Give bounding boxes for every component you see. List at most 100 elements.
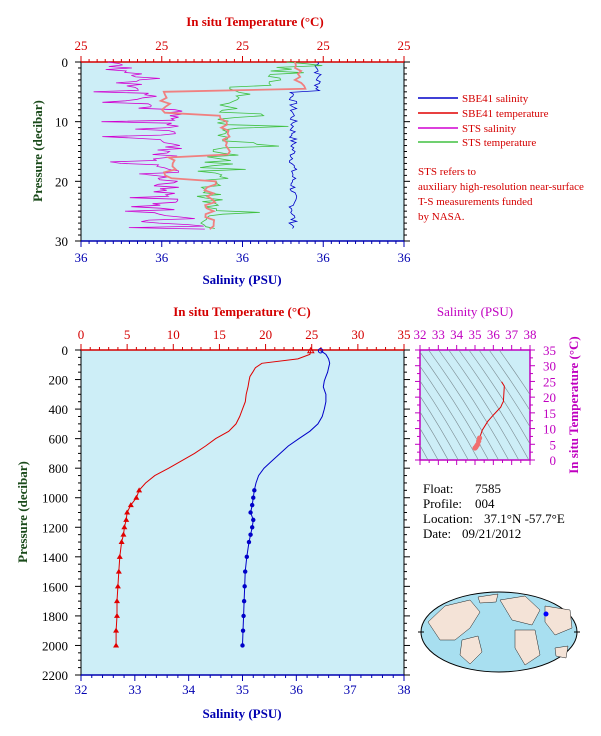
near-surface-series xyxy=(93,61,323,230)
ts-density-contour xyxy=(458,350,530,460)
sts-note-line-4: by NASA. xyxy=(418,211,465,223)
profile-pressure-tick-label: 200 xyxy=(49,373,69,388)
ts-top-axis-title: Salinity (PSU) xyxy=(437,304,513,319)
temperature-surface-point xyxy=(306,346,315,354)
salinity-point xyxy=(251,517,256,523)
profile-value: 004 xyxy=(475,496,495,511)
profile-bottom-axis-title: Salinity (PSU) xyxy=(202,706,281,721)
salinity-point xyxy=(252,488,257,493)
sbe41-temperature-line xyxy=(158,61,307,230)
profile-pressure-tick-label: 1400 xyxy=(42,550,68,565)
ts-density-contour xyxy=(420,411,449,460)
float-label: Float: xyxy=(423,481,453,496)
date-value: 09/21/2012 xyxy=(462,526,521,541)
ts-density-contour xyxy=(478,350,530,428)
salinity-surface-point xyxy=(317,348,324,354)
profile-pressure-tick-label: 2200 xyxy=(42,668,68,683)
profile-pressure-tick-label: 1800 xyxy=(42,609,68,624)
near-surface-y-tick-label: 20 xyxy=(55,174,68,189)
near-surface-y-axis-title: Pressure (decibar) xyxy=(30,100,45,202)
near-surface-top-axis-title: In situ Temperature (°C) xyxy=(186,14,324,29)
ts-temperature-tick-label: 25 xyxy=(543,374,556,389)
location-value: 37.1°N -57.7°E xyxy=(484,511,565,526)
profile-salinity-tick-label: 35 xyxy=(236,682,249,697)
ts-density-contour xyxy=(498,350,530,396)
near-surface-top-tick-label: 25 xyxy=(75,38,88,53)
ts-series xyxy=(472,381,505,451)
temperature-point xyxy=(113,642,120,648)
profile-salinity-tick-label: 33 xyxy=(128,682,141,697)
profile-pressure-tick-label: 800 xyxy=(49,461,69,476)
temperature-point xyxy=(124,509,131,515)
temperature-point xyxy=(113,612,120,618)
sts-note-line-1: STS refers to xyxy=(418,166,477,178)
ts-temperature-tick-label: 0 xyxy=(550,453,557,468)
date-label: Date: xyxy=(423,526,451,541)
ts-density-contour xyxy=(420,351,489,460)
sts-salinity-line xyxy=(93,61,205,230)
near-surface-plot-area xyxy=(80,61,405,242)
salinity-point xyxy=(249,502,255,508)
profile-salinity-tick-label: 34 xyxy=(182,682,196,697)
near-surface-y-tick-labels: 0 10 20 30 xyxy=(55,55,68,249)
profile-temperature-tick-label: 0 xyxy=(78,327,85,342)
ts-density-contour xyxy=(428,350,499,460)
near-surface-bottom-tick-label: 36 xyxy=(155,250,169,265)
ts-diagram-panel: Salinity (PSU) 32 33 34 35 36 37 38 3530252015… xyxy=(414,304,582,474)
ts-density-contour xyxy=(448,350,520,460)
near-surface-y-tick-label: 30 xyxy=(55,234,68,249)
near-surface-top-tick-label: 25 xyxy=(317,38,330,53)
near-surface-top-tick-label: 25 xyxy=(236,38,249,53)
ts-temperature-tick-label: 30 xyxy=(543,359,556,374)
ts-temperature-tick-label: 20 xyxy=(543,390,556,405)
profile-axis-ticks xyxy=(75,344,410,681)
profile-panel: In situ Temperature (°C) 0 5 10 15 20 25 30 35 … xyxy=(15,304,411,721)
salinity-point xyxy=(242,569,248,574)
near-surface-bottom-tick-labels: 36 36 36 36 36 xyxy=(75,250,412,265)
float-info: Float: 7585 Profile: 004 Location: 37.1°… xyxy=(423,481,565,541)
ts-temperature-tick-label: 15 xyxy=(543,406,556,421)
salinity-point xyxy=(240,628,246,633)
profile-salinity-tick-label: 37 xyxy=(344,682,358,697)
ts-density-contours xyxy=(420,350,530,460)
legend-label-sts-salinity: STS salinity xyxy=(462,123,517,135)
salinity-point xyxy=(248,510,253,515)
near-surface-bottom-tick-label: 36 xyxy=(75,250,89,265)
ts-salinity-tick-label: 38 xyxy=(524,327,537,342)
float-value: 7585 xyxy=(475,481,501,496)
near-surface-top-tick-label: 25 xyxy=(155,38,168,53)
salinity-point xyxy=(241,598,247,604)
temperature-point xyxy=(123,516,130,522)
ts-temperature-tick-label: 5 xyxy=(550,437,557,452)
ts-salinity-tick-label: 36 xyxy=(487,327,501,342)
legend-label-sts-temperature: STS temperature xyxy=(462,137,536,149)
profile-pressure-tick-label: 2000 xyxy=(42,638,68,653)
near-surface-top-tick-labels: 25 25 25 25 25 xyxy=(75,38,411,53)
profile-temperature-tick-label: 25 xyxy=(305,327,318,342)
profile-pressure-tick-label: 1600 xyxy=(42,579,68,594)
ts-axis-ticks xyxy=(415,345,535,465)
ts-temperature-tick-label: 10 xyxy=(543,422,556,437)
salinity-point xyxy=(244,554,250,560)
ts-salinity-tick-labels: 32 33 34 35 36 37 38 xyxy=(414,327,537,342)
temperature-point xyxy=(121,524,128,530)
near-surface-y-tick-label: 0 xyxy=(62,55,69,70)
profile-pressure-tick-label: 600 xyxy=(49,432,69,447)
ts-density-contour xyxy=(420,380,469,460)
sts-note: STS refers to auxiliary high-resolution … xyxy=(418,166,587,223)
ts-plot-area xyxy=(419,349,531,461)
float-location-marker xyxy=(543,611,549,617)
profile-pressure-tick-labels: 0 200 400 600 800 1000 1200 1400 1600 1800 2000 220… xyxy=(42,343,68,683)
profile-temperature-tick-label: 5 xyxy=(124,327,131,342)
ts-density-contour xyxy=(438,350,509,460)
near-surface-bottom-axis-title: Salinity (PSU) xyxy=(202,272,281,287)
near-surface-y-tick-label: 10 xyxy=(55,115,68,130)
profile-series xyxy=(113,346,331,648)
ts-density-contour xyxy=(468,350,530,445)
salinity-point xyxy=(241,613,246,619)
ts-salinity-tick-label: 33 xyxy=(432,327,445,342)
near-surface-bottom-tick-label: 36 xyxy=(317,250,331,265)
temperature-point xyxy=(133,494,140,500)
